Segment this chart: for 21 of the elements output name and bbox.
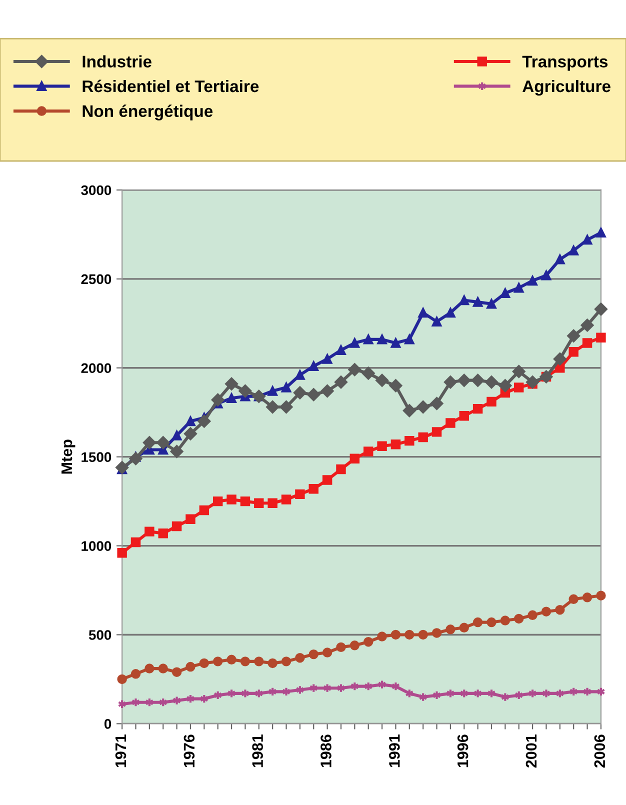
x-tick-label: 1996 [457, 734, 468, 768]
y-tick-label: 500 [88, 630, 112, 640]
legend-label: Transports [522, 56, 608, 71]
legend-label: Agriculture [522, 80, 610, 96]
legend-label: Non énergétique [82, 104, 213, 120]
legend-label: Résidentiel et Tertiaire [82, 80, 259, 92]
x-tick-label: 2001 [526, 734, 537, 768]
legend-label: Industrie [82, 55, 152, 68]
x-tick-label: 1991 [389, 734, 400, 768]
x-tick-label: 1981 [252, 734, 263, 768]
y-tick-label: 0 [104, 719, 112, 729]
y-tick-label: 1000 [82, 541, 112, 551]
y-tick-label: 3000 [81, 185, 112, 196]
y-tick-label: 1500 [82, 452, 112, 462]
x-tick-label: 1976 [184, 734, 195, 768]
x-tick-label: 1971 [115, 734, 126, 768]
x-tick-label: 2006 [594, 734, 606, 768]
x-tick-label: 1986 [320, 734, 332, 768]
y-axis-title: Mtep [62, 440, 76, 474]
y-tick-label: 2500 [81, 274, 112, 284]
y-tick-label: 2000 [81, 363, 112, 374]
